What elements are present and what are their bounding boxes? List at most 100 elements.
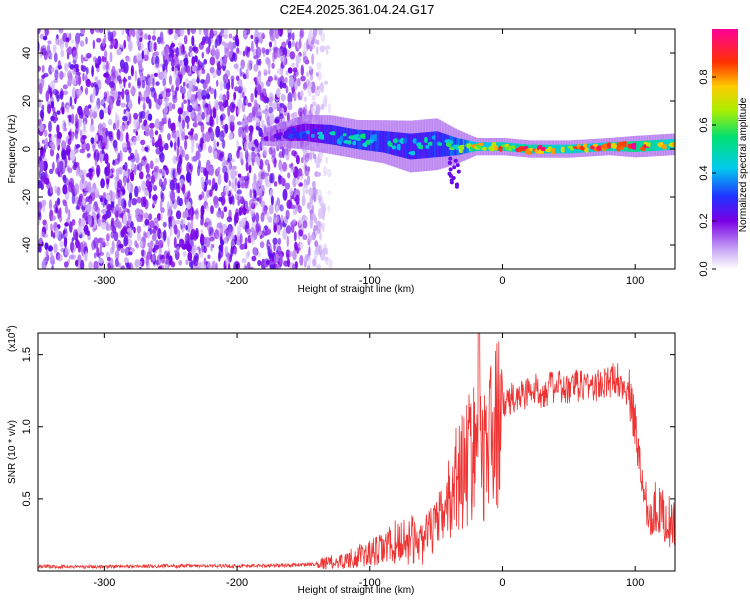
spectrogram-noise-speck <box>319 232 322 241</box>
spectrogram-noise-speck <box>131 162 135 171</box>
spectrogram-noise-speck <box>209 236 215 242</box>
spectrogram-noise-speck <box>148 213 153 221</box>
spectrogram-noise-speck <box>184 209 189 219</box>
spectrogram-noise-speck <box>69 240 75 252</box>
spectrogram-noise-speck <box>110 217 115 227</box>
spectrogram-noise-speck <box>159 121 164 134</box>
spectrogram-noise-speck <box>138 61 143 69</box>
spectrogram-band-cell <box>365 130 368 151</box>
spectrogram-noise-speck <box>306 39 309 51</box>
spectrogram-noise-speck <box>240 59 245 70</box>
spectrogram-noise-speck <box>214 48 220 60</box>
spectrogram-noise-speck <box>266 260 270 265</box>
spectrogram-band-cell <box>666 139 669 151</box>
spectrogram-noise-speck <box>49 186 53 194</box>
spectrogram-x-label: Height of straight line (km) <box>298 284 415 295</box>
spectrogram-band-blob <box>493 145 499 151</box>
spectrogram-noise-speck <box>279 103 285 108</box>
spectrogram-band-blob <box>310 133 316 138</box>
chart-title: C2E4.2025.361.04.24.G17 <box>280 2 435 17</box>
spectrogram-noise-speck <box>208 101 211 111</box>
spectrogram-noise-speck <box>188 80 194 93</box>
spectrogram-noise-speck <box>44 170 48 180</box>
spectrogram-noise-speck <box>255 212 260 224</box>
spectrogram-band-blob <box>412 138 418 144</box>
spectrogram-noise-speck <box>167 251 171 260</box>
spectrogram-noise-speck <box>167 133 171 141</box>
spectrogram-noise-speck <box>261 32 265 38</box>
spectrogram-band-cell <box>290 126 293 141</box>
spectrogram-noise-speck <box>295 179 300 185</box>
spectrogram-noise-speck <box>108 118 113 126</box>
spectrogram-noise-speck <box>38 83 43 95</box>
snr-x-ticks: -300 -200 -100 0 100 <box>93 333 644 589</box>
spectrogram-noise-speck <box>261 88 267 94</box>
spectrogram-noise-speck <box>278 151 283 159</box>
spectrogram-noise-speck <box>154 193 158 205</box>
spectrogram-noise-speck <box>75 259 79 267</box>
spectrogram-noise-speck <box>66 104 70 113</box>
spectrogram-noise-speck <box>109 99 114 111</box>
spectrogram-noise-speck <box>249 188 253 199</box>
spectrogram-noise-speck <box>116 48 122 56</box>
spectrogram-noise-speck <box>138 260 143 266</box>
spectrogram-noise-speck <box>77 89 83 96</box>
spectrogram-noise-speck <box>165 167 169 176</box>
spectrogram-noise-speck <box>290 165 296 173</box>
spectrogram-noise-speck <box>177 63 181 71</box>
spectrogram-noise-speck <box>227 152 233 162</box>
spectrogram-noise-speck <box>238 126 242 138</box>
spectrogram-noise-speck <box>186 103 190 113</box>
spectrogram-noise-speck <box>281 177 286 187</box>
spectrogram-noise-speck <box>317 207 323 220</box>
spectrogram-band-cell <box>305 123 308 141</box>
spectrogram-noise-speck <box>219 225 224 235</box>
spectrogram-noise-speck <box>299 242 304 249</box>
spectrogram-noise-speck <box>126 208 130 214</box>
spectrogram-noise-speck <box>174 56 180 67</box>
spectrogram-noise-speck <box>118 167 123 175</box>
spectrogram-noise-speck <box>245 162 249 172</box>
spectrogram-band-cell <box>556 144 559 154</box>
spectrogram-noise-speck <box>191 144 194 153</box>
spectrogram-noise-speck <box>69 149 76 162</box>
spectrogram-band-cell <box>328 124 332 145</box>
spectrogram-noise-speck <box>266 97 269 104</box>
spectrogram-noise-speck <box>273 181 278 187</box>
spectrogram-band-cell <box>485 142 488 151</box>
spectrogram-noise-speck <box>318 244 323 256</box>
spectrogram-noise-speck <box>309 209 314 215</box>
spectrogram-noise-speck <box>297 78 301 87</box>
spectrogram-noise-speck <box>155 98 161 104</box>
spectrogram-noise-speck <box>119 124 126 131</box>
spectrogram-noise-speck <box>247 155 252 166</box>
spectrogram-noise-speck <box>38 29 41 35</box>
spectrogram-noise-speck <box>255 222 260 234</box>
spectrogram-noise-speck <box>82 112 88 124</box>
spectrogram-noise-speck <box>120 186 125 193</box>
spectrogram-noise-speck <box>119 83 123 89</box>
spectrogram-noise-speck <box>237 198 240 206</box>
spectrogram-noise-speck <box>145 147 149 153</box>
spectrogram-noise-speck <box>57 253 63 262</box>
spectrogram-noise-speck <box>268 106 273 114</box>
spectrogram-noise-speck <box>325 49 329 55</box>
spectrogram-noise-speck <box>226 162 231 175</box>
spectrogram-band-cell <box>384 131 387 154</box>
spectrogram-noise-speck <box>271 62 275 69</box>
spectrogram-noise-speck <box>106 167 111 176</box>
spectrogram-noise-speck <box>160 207 165 213</box>
spectrogram-noise-speck <box>196 78 200 84</box>
spectrogram-noise-speck <box>237 98 243 110</box>
spectrogram-noise-speck <box>126 262 130 269</box>
spectrogram-noise-speck <box>269 29 275 34</box>
spectrogram-noise-speck <box>213 201 220 209</box>
spectrogram-noise-speck <box>112 30 117 37</box>
colorbar-tick-label: 0.6 <box>698 117 710 132</box>
spectrogram-noise-speck <box>197 246 201 251</box>
y-tick-label: 1.0 <box>21 419 33 434</box>
spectrogram-noise-speck <box>79 148 86 154</box>
spectrogram-noise-speck <box>181 149 185 158</box>
spectrogram-noise-speck <box>271 33 275 42</box>
spectrogram-noise-speck <box>222 165 228 174</box>
